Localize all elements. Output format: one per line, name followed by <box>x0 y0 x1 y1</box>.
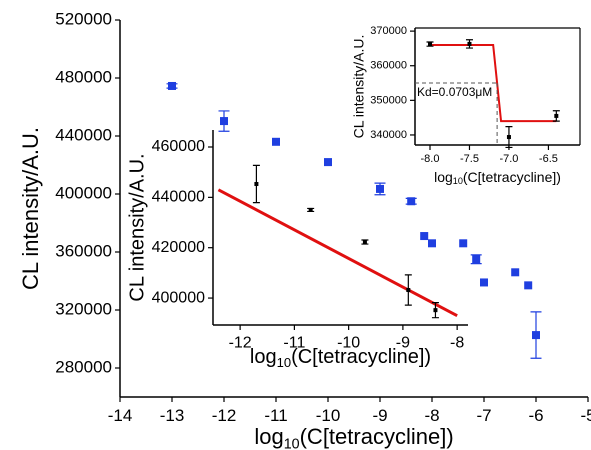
point <box>506 135 511 140</box>
x-axis-label: log10(C[tetracycline]) <box>250 346 431 370</box>
x-axis-label-text: log <box>434 169 453 185</box>
point <box>459 239 468 248</box>
x-axis-label-text: log <box>254 424 283 449</box>
y-axis-label: CL intensity/A.U. <box>18 127 43 290</box>
point <box>428 239 436 248</box>
x-tick-label: -6 <box>528 406 543 425</box>
y-axis-label: CL intensity/A.U. <box>351 35 367 139</box>
x-tick-label: -7.0 <box>499 153 518 165</box>
y-tick-label: 400000 <box>55 183 112 202</box>
y-tick-label: 480000 <box>55 67 112 86</box>
x-tick-label: -13 <box>160 406 185 425</box>
point <box>324 158 332 167</box>
point <box>376 184 384 193</box>
point <box>433 308 438 313</box>
point <box>467 41 472 46</box>
y-axis-label: CL intensity/A.U. <box>126 153 148 301</box>
y-tick-label: 460000 <box>152 138 205 155</box>
point <box>511 268 520 277</box>
point <box>308 207 313 212</box>
plot: -12 -11 -10 -9 -8 400000 420000 440000 460000 log… <box>126 130 468 370</box>
point <box>420 232 429 241</box>
y-tick-label: 440000 <box>55 125 112 144</box>
x-axis-label: log10(C[tetracycline]) <box>254 424 453 450</box>
x-tick-label: -12 <box>212 406 237 425</box>
point <box>406 288 411 293</box>
point <box>524 281 533 290</box>
point <box>428 42 432 47</box>
plot: -8.0 -7.5 -7.0 -6.5 340000 350000 360000 370000… <box>351 25 581 187</box>
y-tick-label: 400000 <box>152 289 205 306</box>
x-axis-label-rest: (C[tetracycline]) <box>291 346 431 368</box>
x-axis-label-text: log <box>250 346 277 368</box>
y-tick-label: 440000 <box>152 189 205 206</box>
x-tick-label: -14 <box>108 406 133 425</box>
x-axis-label-rest: (C[tetracycline]) <box>300 424 454 449</box>
point <box>254 182 259 187</box>
y-tick-label: 340000 <box>370 129 407 141</box>
x-tick-label: -12 <box>229 335 252 352</box>
fit-line <box>217 188 458 318</box>
x-tick-label: -7.5 <box>460 153 479 165</box>
annotation: Kd=0.0703μM <box>417 85 492 99</box>
point <box>220 117 228 126</box>
y-tick-label: 280000 <box>55 357 112 376</box>
x-axis-label-rest: (C[tetracycline]) <box>463 169 561 185</box>
x-tick-label: -6.5 <box>539 153 558 165</box>
x-tick-label: -5 <box>580 406 591 425</box>
x-tick-label: -11 <box>283 335 305 352</box>
point <box>480 278 488 287</box>
y-tick-label: 420000 <box>152 239 205 256</box>
point <box>362 240 367 245</box>
x-tick-label: -9 <box>372 406 387 425</box>
x-tick-label: -9 <box>396 335 410 352</box>
y-tick-label: 360000 <box>370 60 407 72</box>
x-tick-label: -11 <box>264 406 287 425</box>
x-tick-label: -8.0 <box>421 153 440 165</box>
x-tick-label: -10 <box>337 335 360 352</box>
x-axis-label: log10(C[tetracycline]) <box>434 169 561 187</box>
point <box>168 81 176 90</box>
y-tick-label: 370000 <box>370 25 407 37</box>
point <box>472 255 481 264</box>
x-tick-label: -8 <box>424 406 439 425</box>
x-tick-label: -7 <box>476 406 491 425</box>
point <box>532 331 540 340</box>
point <box>272 137 280 146</box>
y-tick-label: 520000 <box>55 9 112 28</box>
x-tick-label: -10 <box>316 406 341 425</box>
y-tick-label: 360000 <box>55 241 112 260</box>
y-tick-label: 350000 <box>370 94 407 106</box>
x-tick-label: -8 <box>450 335 464 352</box>
x-axis-label-sub: 10 <box>277 355 291 370</box>
point <box>407 197 416 206</box>
point <box>554 113 559 118</box>
x-axis-label-sub: 10 <box>453 177 463 187</box>
plot: -14 -13 -12 -11 -10 -9 -8 -7 -6 -5 280000 320000 360… <box>18 9 591 450</box>
y-tick-label: 320000 <box>55 299 112 318</box>
x-axis-label-sub: 10 <box>284 436 300 450</box>
